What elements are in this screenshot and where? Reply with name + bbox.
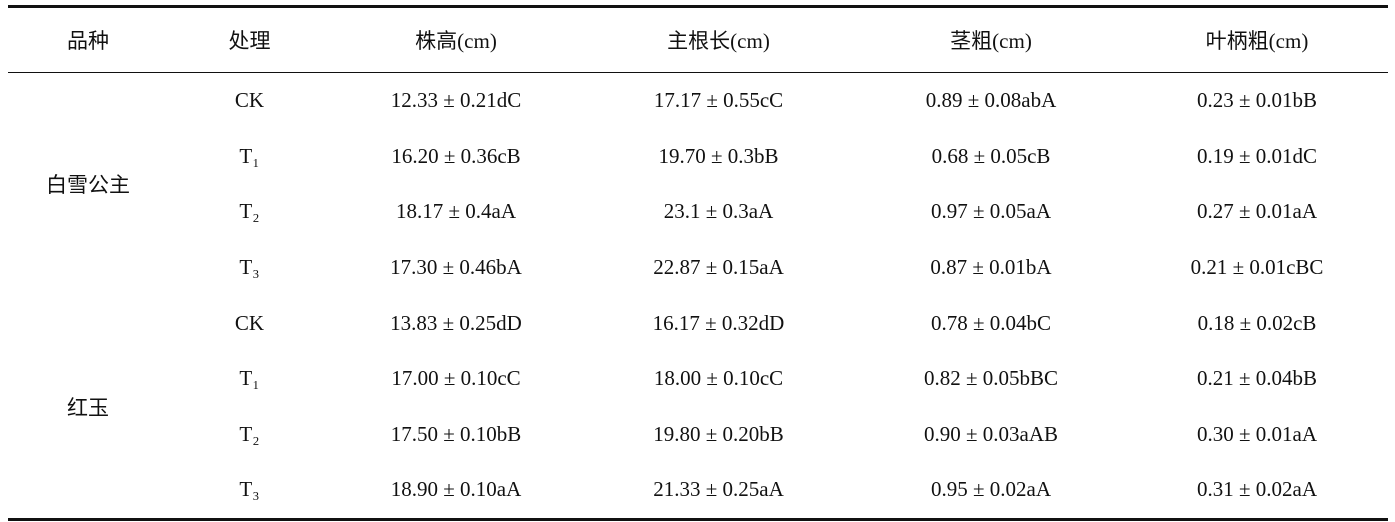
table-row: T₃ 17.30 ± 0.46bA 22.87 ± 0.15aA 0.87 ± 0.0…: [8, 240, 1388, 296]
value-cell: 21.33 ± 0.25aA: [581, 462, 856, 521]
value-cell: 13.83 ± 0.25dD: [390, 310, 522, 335]
value-cell: 0.30 ± 0.01aA: [1196, 421, 1317, 446]
value-cell: 0.18 ± 0.02cB: [1197, 310, 1317, 335]
value-cell: 16.17 ± 0.32dD: [652, 310, 785, 335]
value-cell: 19.80 ± 0.20bB: [653, 421, 784, 446]
table-row: T₃ 18.90 ± 0.10aA 21.33 ± 0.25aA 0.95 ± 0.0…: [8, 462, 1388, 521]
value-cell: 18.90 ± 0.10aA: [331, 462, 581, 521]
table-header: 品种 处理 株高(cm) 主根长(cm) 茎粗(cm) 叶柄粗(cm): [8, 5, 1388, 73]
table-row: T₂ 17.50 ± 0.10bB 19.80 ± 0.20bB 0.90 ± 0.0…: [8, 407, 1388, 463]
treatment-cell: T₃: [239, 255, 260, 280]
table-row: T₁ 17.00 ± 0.10cC 18.00 ± 0.10cC 0.82 ± 0.0…: [8, 351, 1388, 407]
treatment-cell: T₃: [168, 462, 331, 521]
treatment-cell: T₂: [239, 199, 260, 224]
table-body: 白雪公主 CK 12.33 ± 0.21dC 17.17 ± 0.55cC 0.89 ±…: [8, 73, 1388, 521]
value-cell: 0.68 ± 0.05cB: [931, 143, 1051, 168]
value-cell: 0.27 ± 0.01aA: [1196, 199, 1317, 224]
value-cell: 0.31 ± 0.02aA: [1126, 462, 1388, 521]
header-cell: 品种: [8, 5, 168, 73]
value-cell: 17.17 ± 0.55cC: [653, 88, 784, 113]
treatment-cell: T₁: [239, 366, 260, 391]
data-table: 品种 处理 株高(cm) 主根长(cm) 茎粗(cm) 叶柄粗(cm) 白雪公主 CK 12.…: [8, 5, 1388, 521]
value-cell: 18.17 ± 0.4aA: [395, 199, 516, 224]
value-cell: 12.33 ± 0.21dC: [390, 88, 522, 113]
value-cell: 0.23 ± 0.01bB: [1196, 88, 1318, 113]
value-cell: 0.90 ± 0.03aAB: [923, 421, 1059, 446]
header-cell: 处理: [168, 5, 331, 73]
value-cell: 22.87 ± 0.15aA: [653, 255, 784, 280]
header-cell: 主根长(cm): [581, 5, 856, 73]
value-cell: 0.21 ± 0.01cBC: [1190, 255, 1324, 280]
header-cell: 茎粗(cm): [856, 5, 1126, 73]
header-row: 品种 处理 株高(cm) 主根长(cm) 茎粗(cm) 叶柄粗(cm): [8, 5, 1388, 73]
table-row: T₁ 16.20 ± 0.36cB 19.70 ± 0.3bB 0.68 ± 0.05…: [8, 129, 1388, 185]
value-cell: 17.00 ± 0.10cC: [391, 366, 521, 391]
treatment-cell: T₂: [239, 421, 260, 446]
value-cell: 0.97 ± 0.05aA: [930, 199, 1051, 224]
treatment-cell: CK: [234, 88, 265, 113]
value-cell: 17.50 ± 0.10bB: [390, 421, 522, 446]
variety-cell: 白雪公主: [46, 173, 130, 198]
treatment-cell: CK: [234, 310, 265, 335]
table-row: 白雪公主 CK 12.33 ± 0.21dC 17.17 ± 0.55cC 0.89 ±…: [8, 73, 1388, 197]
value-cell: 19.70 ± 0.3bB: [658, 143, 779, 168]
value-cell: 0.82 ± 0.05bBC: [923, 366, 1059, 391]
variety-cell: 红玉: [8, 295, 168, 521]
value-cell: 0.89 ± 0.08abA: [925, 88, 1057, 113]
value-cell: 0.87 ± 0.01bA: [930, 255, 1052, 280]
treatment-cell: T₁: [239, 143, 260, 168]
value-cell: 0.21 ± 0.04bB: [1196, 366, 1318, 391]
value-cell: 16.20 ± 0.36cB: [391, 143, 521, 168]
table-row: T₂ 18.17 ± 0.4aA 23.1 ± 0.3aA 0.97 ± 0.05aA…: [8, 184, 1388, 240]
value-cell: 18.00 ± 0.10cC: [653, 366, 784, 391]
value-cell: 0.19 ± 0.01dC: [1196, 143, 1318, 168]
header-cell: 叶柄粗(cm): [1126, 5, 1388, 73]
header-cell: 株高(cm): [331, 5, 581, 73]
value-cell: 0.95 ± 0.02aA: [856, 462, 1126, 521]
value-cell: 0.78 ± 0.04bC: [930, 310, 1052, 335]
value-cell: 23.1 ± 0.3aA: [663, 199, 774, 224]
value-cell: 17.30 ± 0.46bA: [390, 255, 522, 280]
table-row: 红玉 CK 13.83 ± 0.25dD 16.17 ± 0.32dD 0.78 ± 0…: [8, 295, 1388, 521]
